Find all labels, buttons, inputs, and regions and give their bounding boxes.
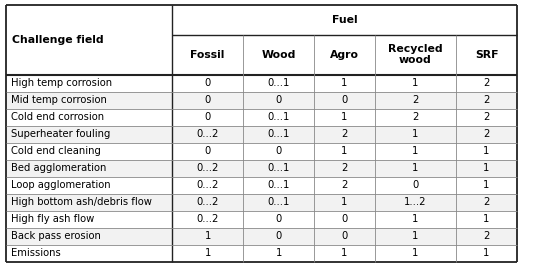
Text: 0: 0 [275, 146, 282, 156]
Bar [6, 194, 517, 211]
Text: 2: 2 [341, 129, 348, 139]
Text: 0...1: 0...1 [267, 78, 290, 88]
Bar [6, 228, 517, 245]
Text: 1: 1 [483, 214, 490, 224]
Text: Bed agglomeration: Bed agglomeration [11, 163, 106, 173]
Text: 0...2: 0...2 [197, 180, 219, 190]
Text: 0: 0 [341, 231, 348, 241]
Text: 1: 1 [341, 78, 348, 88]
Text: Fuel: Fuel [331, 15, 357, 25]
Text: 1: 1 [412, 78, 419, 88]
Text: 0...1: 0...1 [267, 129, 290, 139]
Text: 2: 2 [341, 163, 348, 173]
Text: Agro: Agro [330, 50, 359, 60]
Text: 0: 0 [275, 214, 282, 224]
Text: Wood: Wood [261, 50, 296, 60]
Text: High fly ash flow: High fly ash flow [11, 214, 94, 224]
Text: 0: 0 [412, 180, 419, 190]
Text: 2: 2 [483, 231, 490, 241]
Text: Fossil: Fossil [190, 50, 225, 60]
Text: 0: 0 [275, 95, 282, 105]
Text: 1: 1 [483, 146, 490, 156]
Text: 1: 1 [483, 248, 490, 258]
Text: 0...1: 0...1 [267, 197, 290, 207]
Text: 0: 0 [275, 231, 282, 241]
Text: 0: 0 [205, 146, 211, 156]
Text: Back pass erosion: Back pass erosion [11, 231, 101, 241]
Text: 1: 1 [412, 248, 419, 258]
Text: 0: 0 [341, 214, 348, 224]
Text: 1...2: 1...2 [404, 197, 427, 207]
Text: 1: 1 [341, 197, 348, 207]
Bar [6, 160, 517, 176]
Text: Superheater fouling: Superheater fouling [11, 129, 110, 139]
Text: High temp corrosion: High temp corrosion [11, 78, 112, 88]
Text: 0: 0 [205, 95, 211, 105]
Text: Cold end corrosion: Cold end corrosion [11, 112, 104, 122]
Text: 1: 1 [412, 146, 419, 156]
Text: 0: 0 [205, 78, 211, 88]
Text: 1: 1 [341, 146, 348, 156]
Text: 0: 0 [341, 95, 348, 105]
Text: 2: 2 [483, 129, 490, 139]
Text: 1: 1 [204, 248, 211, 258]
Text: 1: 1 [204, 231, 211, 241]
Text: 2: 2 [483, 197, 490, 207]
Text: 1: 1 [412, 231, 419, 241]
Text: 1: 1 [412, 214, 419, 224]
Text: 2: 2 [412, 112, 419, 122]
Text: 2: 2 [483, 112, 490, 122]
Text: 2: 2 [341, 180, 348, 190]
Text: Emissions: Emissions [11, 248, 60, 258]
Text: 0...2: 0...2 [197, 197, 219, 207]
Text: 2: 2 [483, 78, 490, 88]
Text: 0...2: 0...2 [197, 129, 219, 139]
Text: Mid temp corrosion: Mid temp corrosion [11, 95, 107, 105]
Bar [6, 125, 517, 143]
Text: 1: 1 [341, 112, 348, 122]
Bar [6, 92, 517, 109]
Text: 0...1: 0...1 [267, 112, 290, 122]
Text: 0...2: 0...2 [197, 214, 219, 224]
Text: SRF: SRF [475, 50, 498, 60]
Text: 0...1: 0...1 [267, 180, 290, 190]
Text: Recycled
wood: Recycled wood [388, 44, 443, 65]
Text: High bottom ash/debris flow: High bottom ash/debris flow [11, 197, 151, 207]
Text: 1: 1 [341, 248, 348, 258]
Text: Cold end cleaning: Cold end cleaning [11, 146, 101, 156]
Text: 2: 2 [412, 95, 419, 105]
Text: 1: 1 [412, 129, 419, 139]
Text: Challenge field: Challenge field [12, 35, 103, 45]
Text: 2: 2 [483, 95, 490, 105]
Text: 0: 0 [205, 112, 211, 122]
Text: Loop agglomeration: Loop agglomeration [11, 180, 110, 190]
Text: 0...1: 0...1 [267, 163, 290, 173]
Text: 1: 1 [412, 163, 419, 173]
Text: 1: 1 [275, 248, 282, 258]
Text: 1: 1 [483, 180, 490, 190]
Text: 1: 1 [483, 163, 490, 173]
Text: 0...2: 0...2 [197, 163, 219, 173]
